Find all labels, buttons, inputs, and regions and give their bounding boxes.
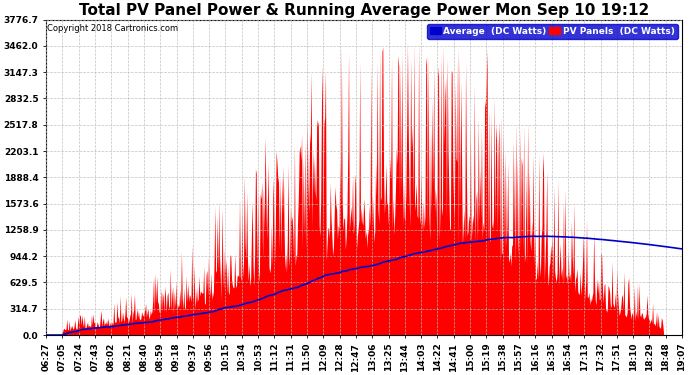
Title: Total PV Panel Power & Running Average Power Mon Sep 10 19:12: Total PV Panel Power & Running Average P… [79, 3, 649, 18]
Text: Copyright 2018 Cartronics.com: Copyright 2018 Cartronics.com [48, 24, 179, 33]
Legend: Average  (DC Watts), PV Panels  (DC Watts): Average (DC Watts), PV Panels (DC Watts) [427, 24, 678, 39]
